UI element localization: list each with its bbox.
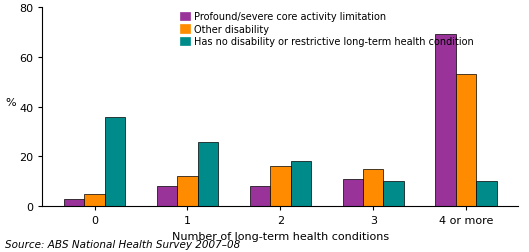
Bar [270, 167, 290, 207]
Bar [363, 169, 384, 207]
Bar [435, 35, 456, 207]
Bar [157, 187, 177, 207]
Bar [343, 179, 363, 207]
Bar [384, 182, 404, 207]
Legend: Profound/severe core activity limitation, Other disability, Has no disability or: Profound/severe core activity limitation… [180, 12, 474, 47]
Bar [290, 162, 311, 207]
Bar [198, 142, 218, 207]
Bar [476, 182, 497, 207]
Bar [456, 75, 476, 207]
Bar [64, 199, 85, 207]
X-axis label: Number of long-term health conditions: Number of long-term health conditions [172, 231, 389, 241]
Y-axis label: %: % [5, 97, 16, 107]
Bar [85, 194, 105, 207]
Bar [177, 177, 198, 207]
Bar [105, 117, 125, 207]
Bar [250, 187, 270, 207]
Text: Source: ABS National Health Survey 2007–08: Source: ABS National Health Survey 2007–… [5, 239, 241, 249]
